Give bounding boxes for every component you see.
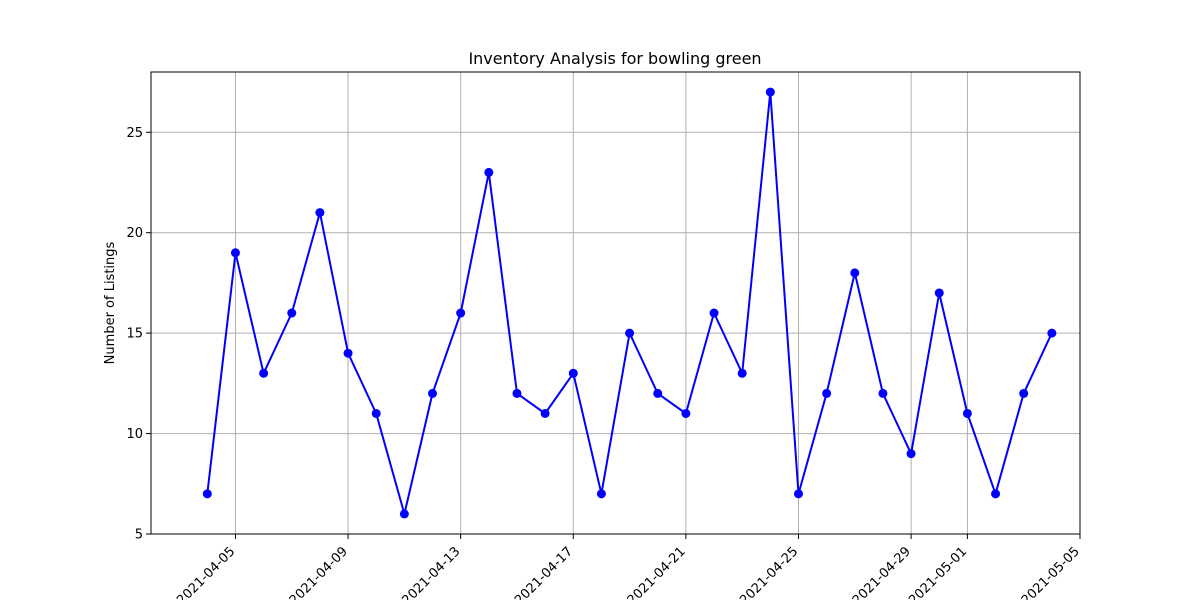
plot-frame xyxy=(150,71,1081,535)
data-point xyxy=(512,388,522,398)
data-point xyxy=(287,308,297,318)
data-point xyxy=(1047,328,1057,338)
chart-title: Inventory Analysis for bowling green xyxy=(468,49,761,68)
data-point xyxy=(456,308,466,318)
data-point xyxy=(991,489,1001,499)
data-point xyxy=(484,167,494,177)
data-point xyxy=(230,248,240,258)
data-point xyxy=(822,388,832,398)
y-axis-label: Number of Listings xyxy=(103,241,118,364)
data-point xyxy=(906,449,916,459)
data-point xyxy=(709,308,719,318)
y-tick-label: 10 xyxy=(126,427,143,442)
data-point xyxy=(202,489,212,499)
y-tick-label: 15 xyxy=(126,327,143,342)
data-point xyxy=(737,368,747,378)
data-point xyxy=(315,208,325,218)
data-point xyxy=(878,388,888,398)
data-point xyxy=(962,408,972,418)
data-point xyxy=(371,408,381,418)
data-point xyxy=(625,328,635,338)
data-point xyxy=(540,408,550,418)
y-tick-label: 25 xyxy=(126,126,143,141)
data-point xyxy=(596,489,606,499)
data-point xyxy=(428,388,438,398)
data-point xyxy=(568,368,578,378)
data-point xyxy=(653,388,663,398)
data-point xyxy=(681,408,691,418)
data-point xyxy=(259,368,269,378)
data-point xyxy=(343,348,353,358)
data-point xyxy=(934,288,944,298)
y-tick-label: 20 xyxy=(126,226,143,241)
data-point xyxy=(399,509,409,519)
data-point xyxy=(850,268,860,278)
y-tick-label: 5 xyxy=(135,528,143,543)
data-point xyxy=(765,87,775,97)
series-layer xyxy=(202,87,1057,519)
data-point xyxy=(1019,388,1029,398)
data-point xyxy=(793,489,803,499)
